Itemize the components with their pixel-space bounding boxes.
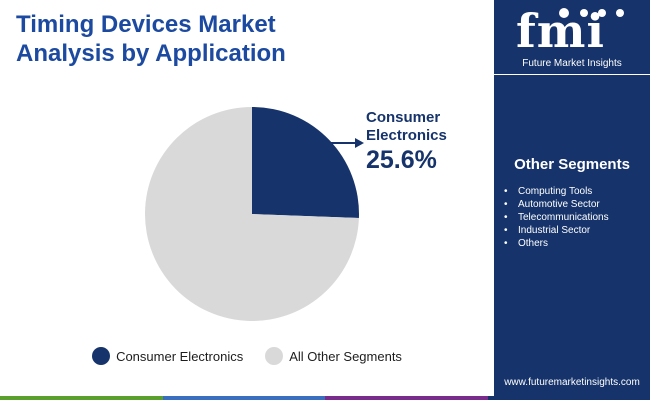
title-line-1: Timing Devices Market xyxy=(16,11,276,38)
chart-legend: Consumer Electronics All Other Segments xyxy=(0,347,494,365)
segment-item: • Automotive Sector xyxy=(504,198,648,211)
bar-segment-3 xyxy=(325,396,488,400)
legend-label-all-other-segments: All Other Segments xyxy=(289,348,402,364)
segment-label: Telecommunications xyxy=(518,212,609,223)
pie-slice-consumer-electronics xyxy=(252,107,360,219)
callout-label-line-1: Consumer xyxy=(366,109,440,126)
segment-item: • Others xyxy=(504,237,648,250)
segment-label: Others xyxy=(518,238,549,249)
title-line-2: Analysis by Application xyxy=(16,40,286,67)
pie-slice-all-other-segments xyxy=(145,107,359,322)
bar-segment-1 xyxy=(0,396,163,400)
legend-item-all-other-segments: All Other Segments xyxy=(265,347,402,365)
main-panel: Timing Devices Market Analysis by Applic… xyxy=(0,10,494,365)
sidebar-panel: fmi Future Market Insights Other Segment… xyxy=(494,0,650,400)
legend-swatch-all-other-segments xyxy=(265,347,284,365)
segment-label: Computing Tools xyxy=(518,186,593,197)
callout-arrow-icon xyxy=(355,138,364,148)
bar-segment-2 xyxy=(162,396,325,400)
flask-icon xyxy=(616,9,624,17)
bullet-icon: • xyxy=(504,238,508,249)
bar-segment-4 xyxy=(487,396,650,400)
leaf-icon xyxy=(580,9,588,17)
callout-label-line-2: Electronics xyxy=(366,127,447,144)
bottom-color-bar xyxy=(0,396,650,400)
logo-icons xyxy=(559,8,624,18)
globe-icon xyxy=(559,8,569,18)
brand-name: Future Market Insights xyxy=(522,58,622,69)
legend-item-consumer-electronics: Consumer Electronics xyxy=(92,347,243,365)
segment-item: • Telecommunications xyxy=(504,211,648,224)
bullet-icon: • xyxy=(504,212,508,223)
other-segments-title: Other Segments xyxy=(514,156,630,173)
gear-icon xyxy=(598,9,606,17)
segment-item: • Computing Tools xyxy=(504,185,648,198)
legend-swatch-consumer-electronics xyxy=(92,347,111,365)
legend-label-consumer-electronics: Consumer Electronics xyxy=(116,348,244,364)
website-link[interactable]: www.futuremarketinsights.com xyxy=(504,377,640,388)
page-title: Timing Devices Market Analysis by Applic… xyxy=(16,10,486,68)
brand-logo: fmi Future Market Insights xyxy=(494,0,650,75)
bullet-icon: • xyxy=(504,199,508,210)
segment-item: • Industrial Sector xyxy=(504,224,648,237)
segment-label: Automotive Sector xyxy=(518,199,600,210)
bullet-icon: • xyxy=(504,225,508,236)
bullet-icon: • xyxy=(504,186,508,197)
other-segments-list: • Computing Tools • Automotive Sector • Tel… xyxy=(504,185,648,250)
segment-label: Industrial Sector xyxy=(518,225,591,236)
callout-value: 25.6% xyxy=(366,146,437,174)
